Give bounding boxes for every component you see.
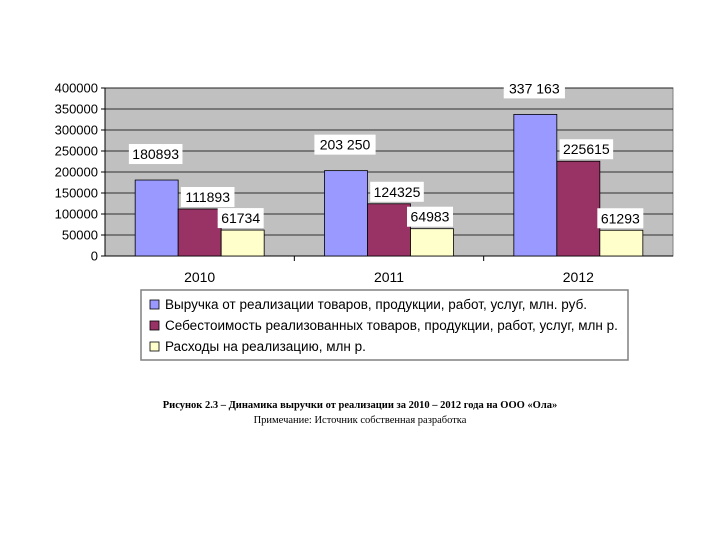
x-tick-label: 2011 (374, 269, 404, 285)
data-label: 337 163 (509, 80, 560, 96)
bar (177, 208, 222, 257)
bar-chart: 0 50000 100000 150000 200000 250000 300000 3500… (55, 78, 674, 361)
x-tick-label: 2012 (563, 269, 594, 285)
legend (140, 289, 629, 361)
data-label: 124325 (374, 184, 421, 200)
data-label: 225615 (563, 141, 610, 157)
data-label: 180893 (132, 146, 179, 162)
legend-swatch (149, 341, 160, 352)
legend-swatch (149, 299, 160, 310)
y-tick-label: 300000 (55, 123, 98, 138)
data-label: 203 250 (320, 137, 371, 153)
legend-label: Расходы на реализацию, млн р. (165, 339, 366, 354)
data-label-box (217, 208, 264, 229)
y-tick-label: 50000 (62, 228, 98, 243)
legend-label: Себестоимость реализованных товаров, про… (165, 318, 618, 333)
bar (324, 170, 368, 257)
y-tick-label: 350000 (55, 102, 98, 117)
data-label-box (597, 208, 644, 229)
bar (220, 229, 265, 257)
y-tick-label: 150000 (55, 186, 98, 201)
y-tick-label: 200000 (55, 165, 98, 180)
bar (556, 160, 601, 257)
data-label-box (559, 139, 614, 160)
y-tick-label: 250000 (55, 144, 98, 159)
data-label-box (503, 78, 565, 99)
x-tick-label: 2010 (184, 269, 215, 285)
legend-swatch (149, 320, 160, 331)
data-label-box (128, 144, 183, 165)
data-label-box (314, 134, 376, 155)
data-label-box (370, 181, 424, 202)
figure-caption: Рисунок 2.3 – Динамика выручки от реализ… (162, 400, 558, 411)
bar (367, 203, 411, 257)
bar (513, 113, 558, 257)
data-label-box (180, 187, 235, 208)
data-label: 61734 (221, 210, 260, 226)
figure-note: Примечание: Источник собственная разрабо… (253, 415, 467, 426)
legend-label: Выручка от реализации товаров, продукции… (165, 297, 587, 312)
y-tick-label: 0 (91, 249, 98, 264)
y-tick-label: 100000 (55, 207, 98, 222)
data-label: 64983 (411, 209, 450, 225)
y-tick-label: 400000 (55, 81, 98, 96)
data-label: 61293 (601, 210, 640, 226)
bar (134, 179, 179, 257)
data-label-box (407, 206, 453, 227)
data-label: 111893 (185, 189, 230, 205)
bar (410, 228, 454, 257)
bar (599, 229, 644, 257)
